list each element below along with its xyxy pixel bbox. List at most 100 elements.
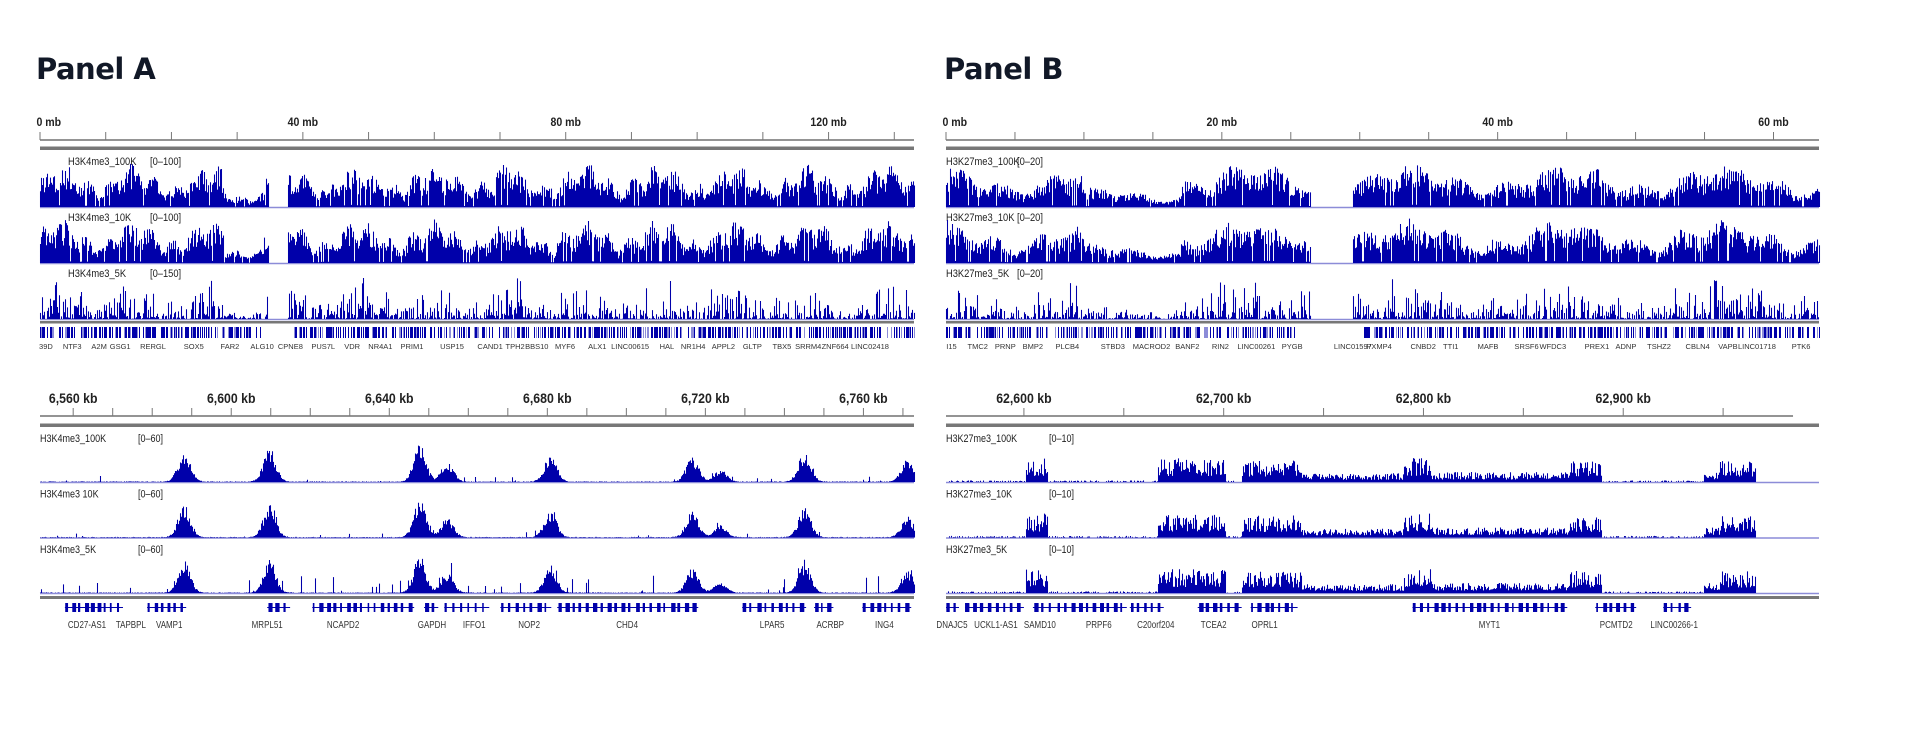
- gene-exon: [1034, 603, 1039, 612]
- gene-feature: [1463, 327, 1464, 338]
- gene-feature: [705, 327, 706, 338]
- gene-feature: [1429, 327, 1430, 338]
- gene-feature: [237, 327, 238, 338]
- gene-feature: [1381, 327, 1382, 338]
- gene-feature: [565, 327, 566, 338]
- gene-feature: [1492, 327, 1493, 338]
- gene-feature: [1714, 327, 1715, 338]
- gene-feature: [1172, 327, 1173, 338]
- gene-feature: [1111, 327, 1112, 338]
- gene-feature: [1807, 327, 1808, 338]
- signal-H3K4me3_10K: [39, 502, 916, 538]
- gene-feature: [599, 327, 600, 338]
- gene-feature: [1545, 327, 1546, 338]
- gene-feature: [1398, 327, 1399, 338]
- gene-feature: [997, 327, 998, 338]
- gene-feature: [1598, 327, 1599, 338]
- gene-exon: [749, 603, 752, 612]
- gene-feature: [137, 327, 138, 338]
- gene-feature: [192, 327, 193, 338]
- gene-feature: [1798, 327, 1799, 338]
- gene-feature: [1155, 327, 1156, 338]
- gene-exon: [862, 603, 866, 612]
- gene-feature: [208, 327, 209, 338]
- gene-label: PXMP4: [1366, 342, 1391, 351]
- gene-feature: [357, 327, 358, 338]
- gene-feature: [833, 327, 834, 338]
- gene-label: ING4: [875, 619, 894, 630]
- gene-exon: [1157, 603, 1161, 612]
- gene-feature: [660, 327, 661, 338]
- gene-feature: [791, 327, 792, 338]
- gene-feature: [176, 327, 177, 338]
- gene-feature: [1527, 327, 1528, 338]
- gene-feature: [1635, 327, 1636, 338]
- gene-feature: [163, 327, 164, 338]
- ruler-label: 6,640 kb: [365, 390, 414, 406]
- gene-feature: [723, 327, 724, 338]
- gene-feature: [701, 327, 702, 338]
- gene-feature: [42, 327, 43, 338]
- gene-feature: [340, 327, 341, 338]
- gene-feature: [1491, 327, 1492, 338]
- gene-feature: [667, 327, 668, 338]
- gene-feature: [1678, 327, 1679, 338]
- gene-feature: [843, 327, 844, 338]
- gene-feature: [1227, 327, 1228, 338]
- gene-feature: [1160, 327, 1161, 338]
- gene-feature: [847, 327, 848, 338]
- gene-feature: [1427, 327, 1428, 338]
- gene-feature: [1082, 327, 1083, 338]
- gene-feature: [776, 327, 777, 338]
- gene-feature: [1626, 327, 1627, 338]
- gene-label: MACROD2: [1133, 342, 1171, 351]
- gene-exon: [1412, 603, 1416, 612]
- gene-feature: [1042, 327, 1043, 338]
- gene-feature: [72, 327, 73, 338]
- gene-exon: [529, 603, 533, 612]
- gene-feature: [164, 327, 165, 338]
- gene-label: TSHZ2: [1647, 342, 1671, 351]
- gene-feature: [1437, 327, 1438, 338]
- gene-exon: [1205, 603, 1210, 612]
- gene-feature: [1094, 327, 1095, 338]
- gene-label: TPH2: [506, 342, 525, 351]
- gene-feature: [899, 327, 900, 338]
- gene-feature: [215, 327, 216, 338]
- gene-feature: [424, 327, 425, 338]
- gene-feature: [1789, 327, 1790, 338]
- gene-feature: [393, 327, 394, 338]
- gene-model: CD27-AS1: [64, 603, 106, 630]
- gene-feature: [511, 327, 512, 338]
- gene-label: NR1H4: [681, 342, 706, 351]
- gene-feature: [1702, 327, 1703, 338]
- gene-feature: [1151, 327, 1152, 338]
- gene-feature: [804, 327, 805, 338]
- gene-feature: [1752, 327, 1753, 338]
- gene-label: ACRBP: [816, 619, 844, 630]
- gene-exon: [897, 603, 901, 612]
- gene-feature: [1468, 327, 1469, 338]
- gene-feature: [85, 327, 86, 338]
- gene-label: CNBD2: [1410, 342, 1435, 351]
- gene-feature: [521, 327, 522, 338]
- gene-feature: [1600, 327, 1601, 338]
- panel-a-overview-track: H3K4me3_10K [0–100]: [39, 212, 916, 265]
- gene-feature: [1038, 327, 1039, 338]
- gene-feature: [1693, 327, 1694, 338]
- gene-feature: [969, 327, 970, 338]
- gene-feature: [174, 327, 175, 338]
- gene-feature: [507, 327, 508, 338]
- gene-feature: [1144, 327, 1145, 338]
- gene-exon: [1560, 603, 1565, 612]
- gene-feature: [1264, 327, 1265, 338]
- signal-H3K27me3_5K: [947, 569, 1757, 593]
- gene-feature: [540, 327, 541, 338]
- panel-b-detail-track: H3K27me3_5K [0–10]: [946, 544, 1819, 595]
- gene-exon: [1504, 603, 1509, 612]
- track-range: [0–60]: [138, 544, 163, 556]
- gene-feature: [102, 327, 103, 338]
- gene-feature: [469, 327, 470, 338]
- gene-feature: [327, 327, 328, 338]
- gene-feature: [1675, 327, 1676, 338]
